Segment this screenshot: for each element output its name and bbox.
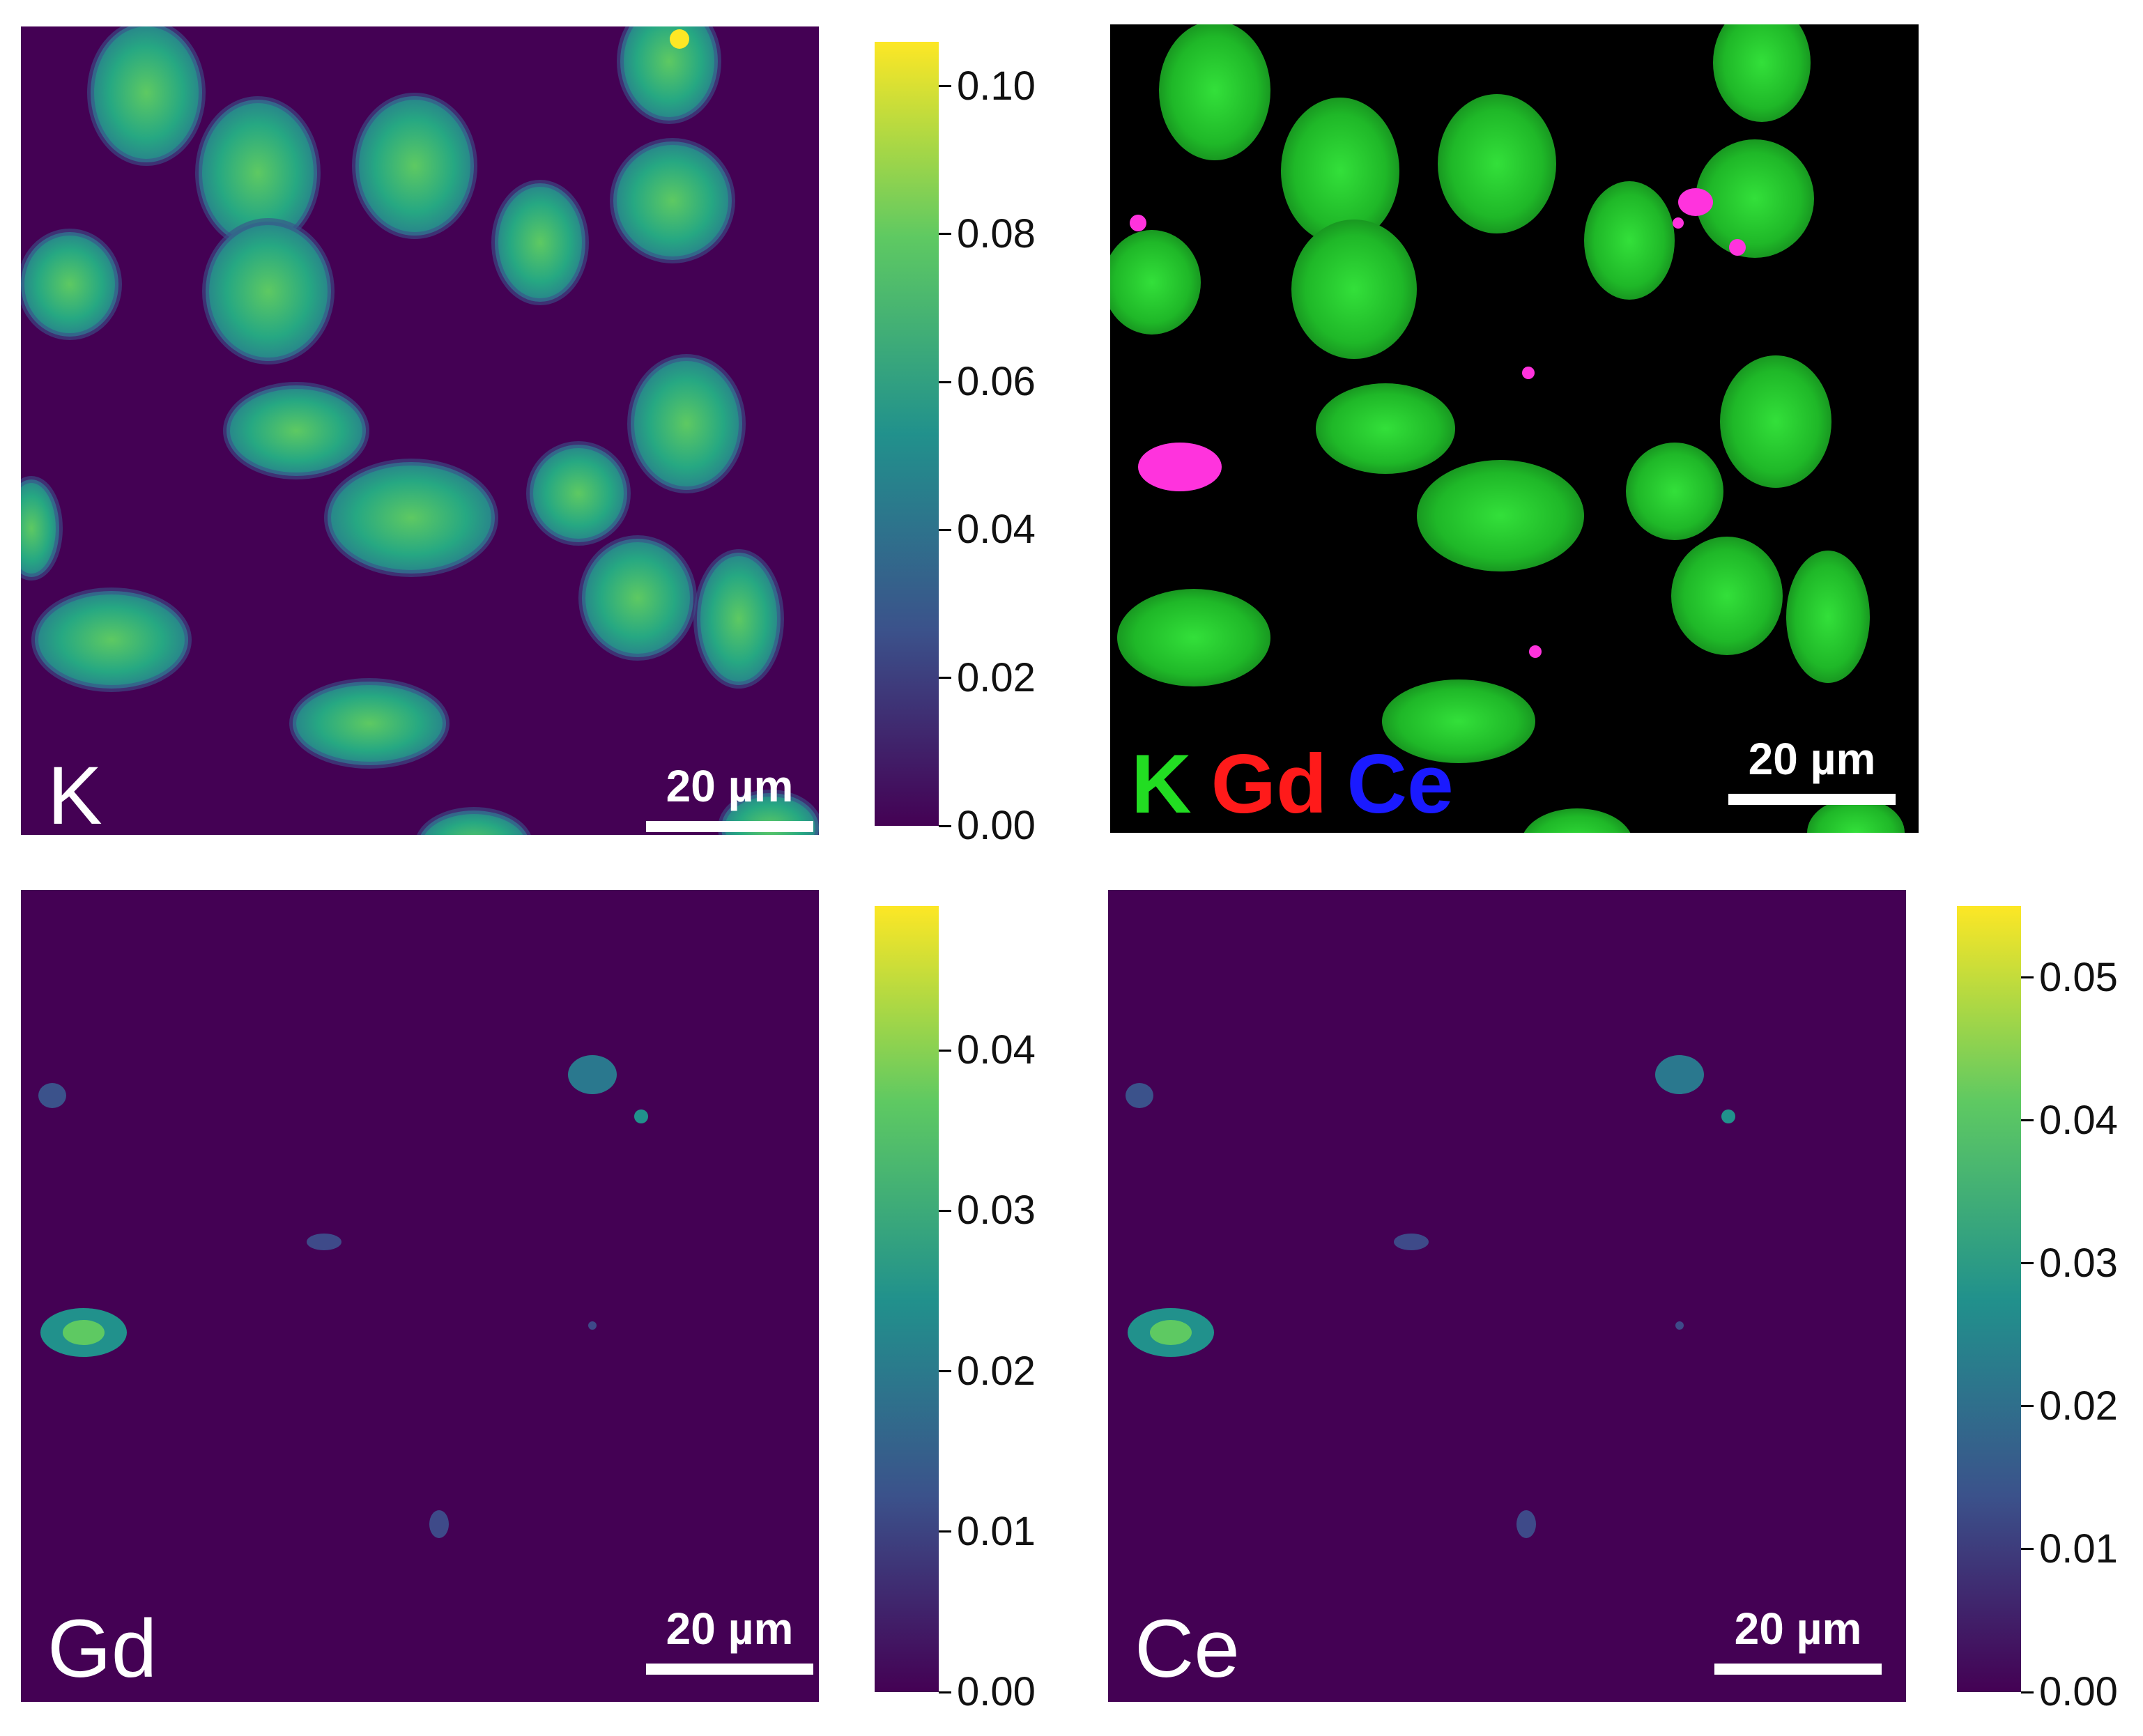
k-colorbar-gradient (875, 42, 939, 826)
merge-scale-bar: 20 µm (1728, 737, 1896, 805)
gd-colorbar-tick (939, 1691, 951, 1693)
k-colorbar-tick (939, 85, 951, 88)
ce-colorbar-tick (2021, 1548, 2034, 1551)
k-colorbar-tick-label: 0.04 (957, 507, 1036, 553)
k-colorbar-tick (939, 233, 951, 236)
k-colorbar-tick (939, 824, 951, 827)
k-scale-bar-line (646, 821, 813, 832)
gd-colorbar-tick (939, 1370, 951, 1373)
ce-colorbar-tick (2021, 1119, 2034, 1122)
ce-colorbar-tick-label: 0.03 (2039, 1240, 2118, 1286)
gd-map-panel: Gd 20 µm (21, 890, 819, 1702)
k-scale-bar-text: 20 µm (666, 761, 794, 811)
k-colorbar-tick-label: 0.06 (957, 359, 1036, 405)
gd-colorbar-tick-label: 0.01 (957, 1508, 1036, 1554)
k-colorbar: 0.00 0.02 0.04 0.06 0.08 0.10 (875, 42, 1036, 846)
gd-colorbar-tick (939, 1530, 951, 1533)
gd-colorbar-tick-label: 0.00 (957, 1669, 1036, 1714)
merge-scale-bar-text: 20 µm (1748, 734, 1876, 784)
ce-intensity-map (1126, 1055, 1735, 1538)
k-colorbar-tick-label: 0.08 (957, 210, 1036, 256)
gd-scale-bar-text: 20 µm (666, 1604, 794, 1654)
ce-panel-label: Ce (1135, 1603, 1240, 1695)
k-colorbar-tick-label: 0.00 (957, 803, 1036, 848)
ce-colorbar-tick-label: 0.02 (2039, 1383, 2118, 1429)
merge-legend-ce: Ce (1346, 737, 1454, 831)
gd-colorbar-gradient (875, 906, 939, 1692)
merge-overlay-map (1110, 24, 1905, 833)
k-colorbar-tick (939, 677, 951, 679)
merge-legend-k: K (1131, 737, 1192, 831)
ce-colorbar-tick (2021, 1691, 2034, 1693)
ce-map-panel: Ce 20 µm (1108, 890, 1906, 1702)
gd-colorbar-tick (939, 1209, 951, 1212)
ce-colorbar-tick-label: 0.04 (2039, 1097, 2118, 1143)
gd-colorbar-tick-label: 0.02 (957, 1348, 1036, 1394)
k-colorbar-tick-label: 0.02 (957, 654, 1036, 700)
k-colorbar-tick-label: 0.10 (957, 63, 1036, 109)
k-colorbar-tick (939, 528, 951, 531)
ce-colorbar-tick (2021, 1262, 2034, 1265)
k-intensity-map (21, 26, 819, 835)
gd-panel-label: Gd (47, 1603, 158, 1695)
k-panel-label: K (47, 750, 102, 835)
gd-colorbar-tick-label: 0.04 (957, 1027, 1036, 1073)
merge-map-panel: K Gd Ce 20 µm (1110, 24, 1919, 833)
k-map-panel: K 20 µm (21, 26, 819, 835)
merge-legend-gd: Gd (1211, 737, 1328, 831)
k-colorbar-tick (939, 381, 951, 383)
k-scale-bar: 20 µm (646, 764, 813, 832)
gd-scale-bar-line (646, 1664, 813, 1675)
ce-colorbar: 0.00 0.01 0.02 0.03 0.04 0.05 (1957, 906, 2118, 1712)
ce-colorbar-tick-label: 0.00 (2039, 1669, 2118, 1714)
ce-scale-bar: 20 µm (1714, 1606, 1882, 1675)
gd-colorbar-tick-label: 0.03 (957, 1188, 1036, 1234)
ce-colorbar-tick-label: 0.05 (2039, 954, 2118, 1000)
gd-scale-bar: 20 µm (646, 1606, 813, 1675)
gd-colorbar-tick (939, 1049, 951, 1052)
ce-colorbar-tick-label: 0.01 (2039, 1526, 2118, 1572)
ce-scale-bar-line (1714, 1664, 1882, 1675)
ce-colorbar-tick (2021, 976, 2034, 979)
ce-scale-bar-text: 20 µm (1734, 1604, 1862, 1654)
ce-colorbar-tick (2021, 1405, 2034, 1408)
merge-scale-bar-line (1728, 794, 1896, 805)
gd-intensity-map (38, 1055, 648, 1538)
gd-colorbar: 0.00 0.01 0.02 0.03 0.04 (875, 906, 1036, 1712)
ce-colorbar-gradient (1957, 906, 2021, 1692)
merge-legend: K Gd Ce (1131, 742, 1473, 826)
